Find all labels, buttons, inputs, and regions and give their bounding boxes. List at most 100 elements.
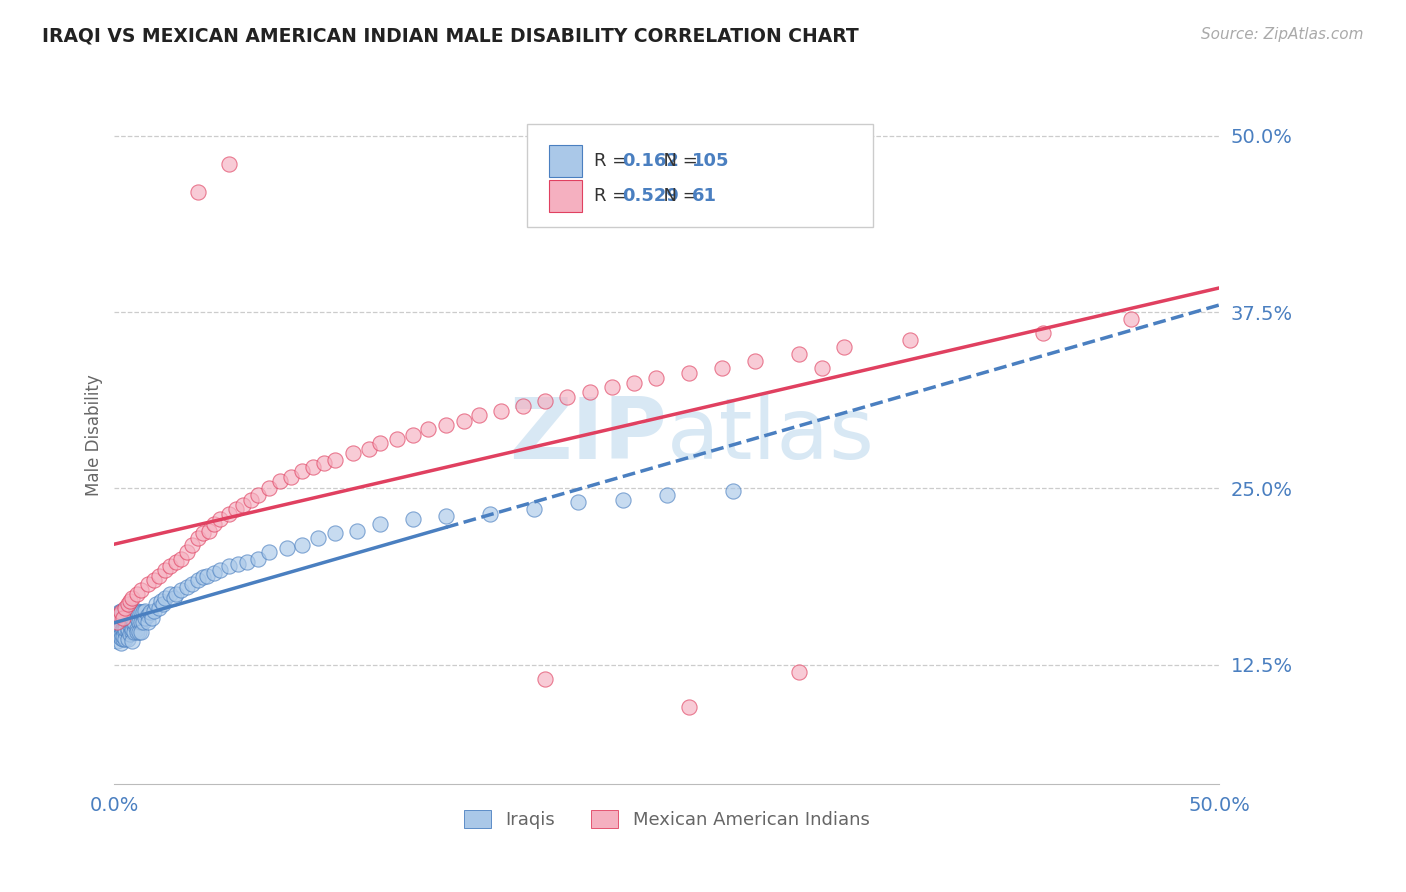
Point — [346, 524, 368, 538]
Point — [387, 432, 409, 446]
Point — [721, 484, 744, 499]
Point — [218, 507, 240, 521]
Point — [117, 597, 139, 611]
Point — [148, 601, 170, 615]
Point — [129, 606, 152, 620]
Point — [132, 615, 155, 630]
Point — [117, 615, 139, 630]
Point — [165, 587, 187, 601]
Point — [105, 615, 128, 630]
Point — [129, 615, 152, 630]
Point — [129, 582, 152, 597]
Point — [110, 608, 132, 623]
Point — [112, 629, 135, 643]
Point — [134, 604, 156, 618]
Y-axis label: Male Disability: Male Disability — [86, 375, 103, 496]
Point — [612, 492, 634, 507]
Point — [810, 361, 832, 376]
Point — [121, 633, 143, 648]
Point — [557, 390, 579, 404]
Point — [125, 604, 148, 618]
Legend: Iraqis, Mexican American Indians: Iraqis, Mexican American Indians — [456, 801, 879, 838]
Point — [114, 618, 136, 632]
Point — [534, 393, 557, 408]
Point — [145, 597, 167, 611]
Point — [112, 624, 135, 638]
Point — [453, 414, 475, 428]
Text: 105: 105 — [692, 153, 730, 170]
Point — [148, 568, 170, 582]
Point — [121, 623, 143, 637]
Point — [176, 545, 198, 559]
Point — [125, 587, 148, 601]
Point — [110, 606, 132, 620]
Point — [434, 417, 457, 432]
Point — [163, 591, 186, 606]
Point — [302, 460, 325, 475]
Point — [678, 699, 700, 714]
Point — [117, 611, 139, 625]
Point — [114, 615, 136, 630]
Point — [578, 385, 600, 400]
Point — [112, 606, 135, 620]
Point — [678, 366, 700, 380]
Point — [125, 611, 148, 625]
Point — [110, 636, 132, 650]
Point — [155, 591, 177, 606]
Point — [118, 594, 141, 608]
Point — [118, 626, 141, 640]
Point — [112, 615, 135, 630]
Point — [534, 672, 557, 686]
Point — [402, 512, 425, 526]
Point — [291, 464, 314, 478]
Point — [121, 625, 143, 640]
Point — [128, 615, 150, 630]
Point — [112, 632, 135, 647]
Point — [789, 347, 811, 361]
Text: ZIP: ZIP — [509, 394, 666, 477]
Point — [114, 601, 136, 615]
Point — [165, 555, 187, 569]
Point — [114, 623, 136, 637]
Point — [110, 615, 132, 630]
Point — [139, 606, 162, 620]
Point — [218, 558, 240, 573]
Point — [124, 615, 146, 630]
Point — [136, 615, 159, 630]
Point — [434, 509, 457, 524]
Point — [110, 631, 132, 645]
Point — [129, 625, 152, 640]
Point — [124, 618, 146, 632]
Point — [623, 376, 645, 390]
Point — [112, 623, 135, 637]
Point — [479, 507, 502, 521]
Point — [225, 502, 247, 516]
Point — [325, 526, 347, 541]
Point — [280, 470, 302, 484]
Point — [257, 481, 280, 495]
Point — [124, 625, 146, 640]
Point — [149, 594, 172, 608]
Point — [118, 608, 141, 623]
Point — [118, 615, 141, 630]
Text: R =: R = — [593, 153, 633, 170]
Point — [176, 580, 198, 594]
Text: N =: N = — [652, 187, 703, 205]
Point — [402, 427, 425, 442]
Point — [226, 558, 249, 572]
Point — [105, 633, 128, 648]
Point — [114, 632, 136, 647]
Point — [291, 538, 314, 552]
Point — [180, 577, 202, 591]
Point — [159, 587, 181, 601]
Point — [118, 604, 141, 618]
Point — [180, 538, 202, 552]
Point — [117, 606, 139, 620]
Point — [114, 604, 136, 618]
Point — [1119, 312, 1142, 326]
Point — [195, 568, 218, 582]
Point — [108, 629, 131, 643]
Point — [118, 619, 141, 633]
Point — [155, 563, 177, 577]
Point — [108, 611, 131, 625]
